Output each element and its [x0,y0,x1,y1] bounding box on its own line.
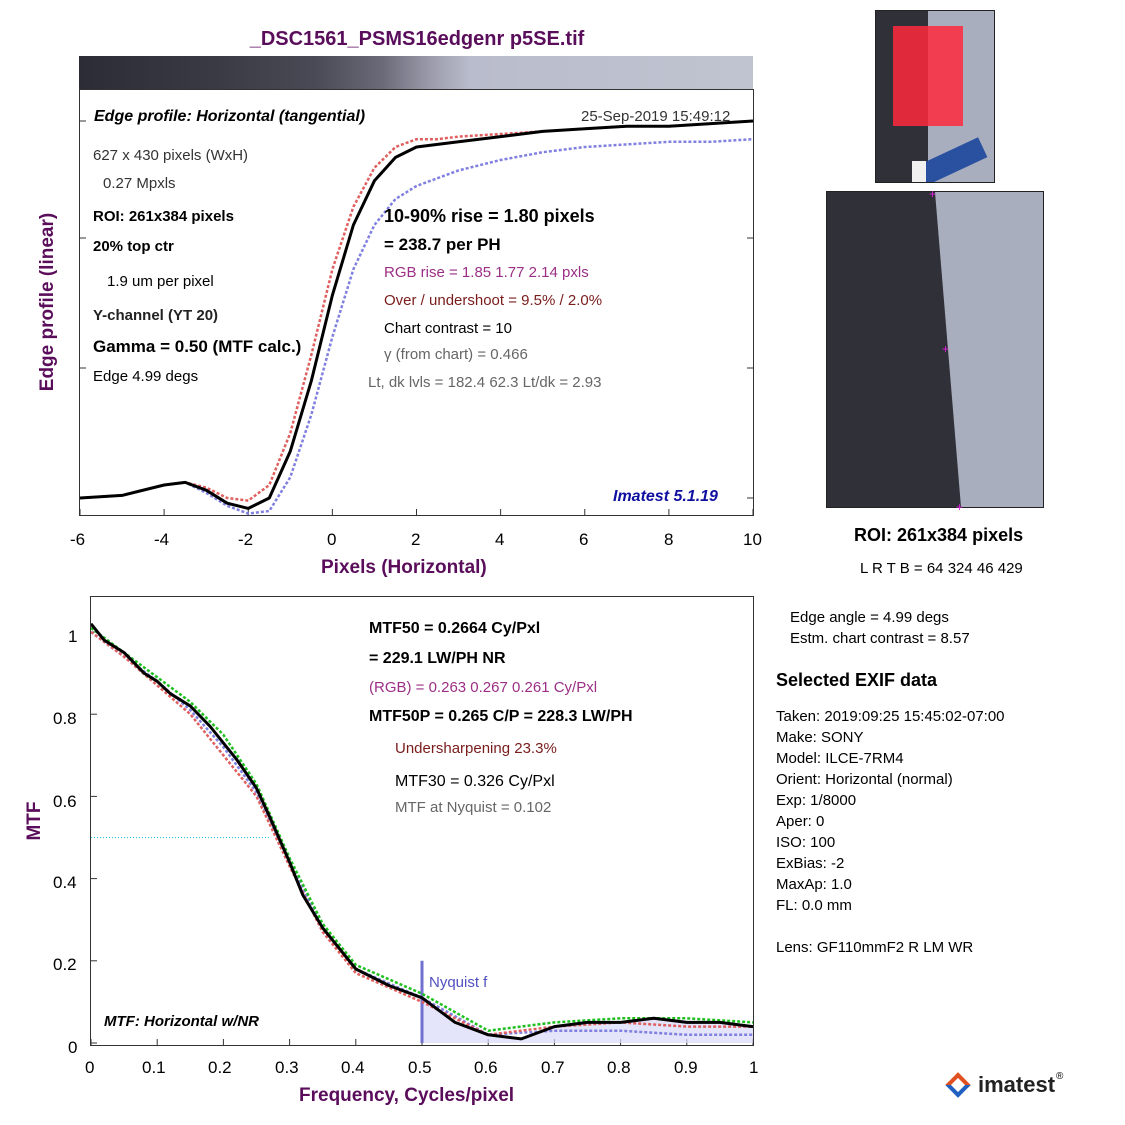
edge-xtick: -4 [154,530,170,549]
nyquist-shaded-area [422,997,753,1043]
exif-line: Exp: 1/8000 [776,792,857,809]
roi-thumbnail-large [826,191,1044,508]
levels-text: Lt, dk lvls = 182.4 62.3 Lt/dk = 2.93 [368,374,602,391]
edge-xlabel: Pixels (Horizontal) [321,557,487,578]
edge-xtick: 2 [411,530,421,549]
version-text: Imatest 5.1.19 [613,488,718,505]
mtf-rgb-text: (RGB) = 0.263 0.267 0.261 Cy/Pxl [369,679,598,696]
edge-profile-panel [79,89,754,516]
mtf-xtick: 0.6 [474,1058,498,1077]
edge-angle-text: Edge angle = 4.99 degs [790,609,949,626]
mtf-ytick: 1 [68,627,78,646]
undersharp-text: Undersharpening 23.3% [395,740,557,757]
exif-line: ISO: 100 [776,834,836,851]
mtf-xtick: 1 [749,1058,759,1077]
rgb-rise-text: RGB rise = 1.85 1.77 2.14 pxls [384,264,589,281]
edge-info-size: 627 x 430 pixels (WxH) [93,147,249,164]
nyquist-label: Nyquist f [429,974,488,991]
mtf-xtick: 0 [85,1058,95,1077]
roi-thumbnail-small [875,10,995,183]
mtf-xtick: 0.8 [607,1058,631,1077]
exif-line: FL: 0.0 mm [776,897,852,914]
per-ph-text: = 238.7 per PH [384,235,501,254]
mtf-ylabel: MTF [24,801,45,841]
exif-line: Lens: GF110mmF2 R LM WR [776,939,974,956]
mtf-ytick: 0.4 [53,873,77,892]
exif-line: ExBias: -2 [776,855,845,872]
mtf-ytick: 0 [68,1038,78,1057]
mtf-xtick: 0.2 [208,1058,232,1077]
exif-line [776,916,1005,937]
edge-info-um: 1.9 um per pixel [107,273,214,290]
exif-heading: Selected EXIF data [776,670,938,690]
edge-profile-plot [80,119,753,515]
edge-info-gamma: Gamma = 0.50 (MTF calc.) [93,337,302,356]
contrast-text: Chart contrast = 10 [384,320,512,337]
rise-text: 10-90% rise = 1.80 pixels [384,206,595,226]
roi-marker: + [956,500,964,514]
edge-xtick: 10 [743,530,762,549]
roi-marker: + [942,342,950,356]
imatest-logo-text: imatest [978,1072,1056,1097]
registered-mark: ® [1056,1071,1064,1082]
edge-info-mpxls: 0.27 Mpxls [103,175,176,192]
lwph-text: = 229.1 LW/PH NR [369,650,506,667]
edge-xtick: 0 [327,530,337,549]
overshoot-text: Over / undershoot = 9.5% / 2.0% [384,292,603,309]
edge-info-roi: ROI: 261x384 pixels [93,208,234,225]
mtf30-text: MTF30 = 0.326 Cy/Pxl [395,773,555,790]
edge-series-black [80,119,753,510]
mtf-xtick: 0.1 [142,1058,166,1077]
mtf-xtick: 0.4 [341,1058,365,1077]
mtf-ytick: 0.2 [53,955,77,974]
gradient-bar [79,56,753,89]
exif-line: Taken: 2019:09:25 15:45:02-07:00 [776,708,1005,725]
edge-heading: Edge profile: Horizontal (tangential) [94,108,366,125]
roi-marker: + [929,187,937,201]
exif-list: Taken: 2019:09:25 15:45:02-07:00 Make: S… [776,706,1005,958]
nyq-mtf-text: MTF at Nyquist = 0.102 [395,799,552,816]
mtf-xtick: 0.9 [674,1058,698,1077]
mtf-ytick: 0.6 [53,792,77,811]
imatest-logo-icon [945,1072,972,1099]
mtf-xtick: 0.3 [275,1058,299,1077]
edge-xtick: 6 [579,530,589,549]
mtf-xtick: 0.7 [541,1058,565,1077]
edge-ylabel: Edge profile (linear) [37,212,58,392]
edge-xtick: -6 [70,530,86,549]
chart-title: _DSC1561_PSMS16edgenr p5SE.tif [249,28,585,50]
edge-timestamp: 25-Sep-2019 15:49:12 [581,108,731,125]
exif-line: Model: ILCE-7RM4 [776,750,904,767]
edge-info-edge: Edge 4.99 degs [93,368,199,385]
roi-coords: L R T B = 64 324 46 429 [860,560,1023,577]
mtf-panel [90,596,754,1046]
exif-line: Make: SONY [776,729,864,746]
exif-line: Orient: Horizontal (normal) [776,771,953,788]
mtf-xlabel: Frequency, Cycles/pixel [299,1085,515,1106]
chart-contrast-text: Estm. chart contrast = 8.57 [790,630,970,647]
edge-series-blue [80,137,753,515]
mtf-series-black [91,622,753,1041]
edge-xtick: 4 [495,530,505,549]
mtf-plot [91,622,753,1045]
mtf50p-text: MTF50P = 0.265 C/P = 228.3 LW/PH [369,708,633,725]
edge-xtick: 8 [664,530,674,549]
mtf-xtick: 0.5 [408,1058,432,1077]
mtf-ytick: 0.8 [53,709,77,728]
edge-info-channel: Y-channel (YT 20) [93,307,219,324]
exif-line: MaxAp: 1.0 [776,876,852,893]
mtf-series-green [91,626,753,1032]
edge-xtick: -2 [238,530,254,549]
roi-label: ROI: 261x384 pixels [854,525,1024,545]
exif-line: Aper: 0 [776,813,825,830]
edge-info-ctr: 20% top ctr [93,238,174,255]
mtf50-text: MTF50 = 0.2664 Cy/Pxl [369,620,541,637]
gamma-chart-text: γ (from chart) = 0.466 [384,346,528,363]
mtf-caption: MTF: Horizontal w/NR [104,1013,259,1030]
